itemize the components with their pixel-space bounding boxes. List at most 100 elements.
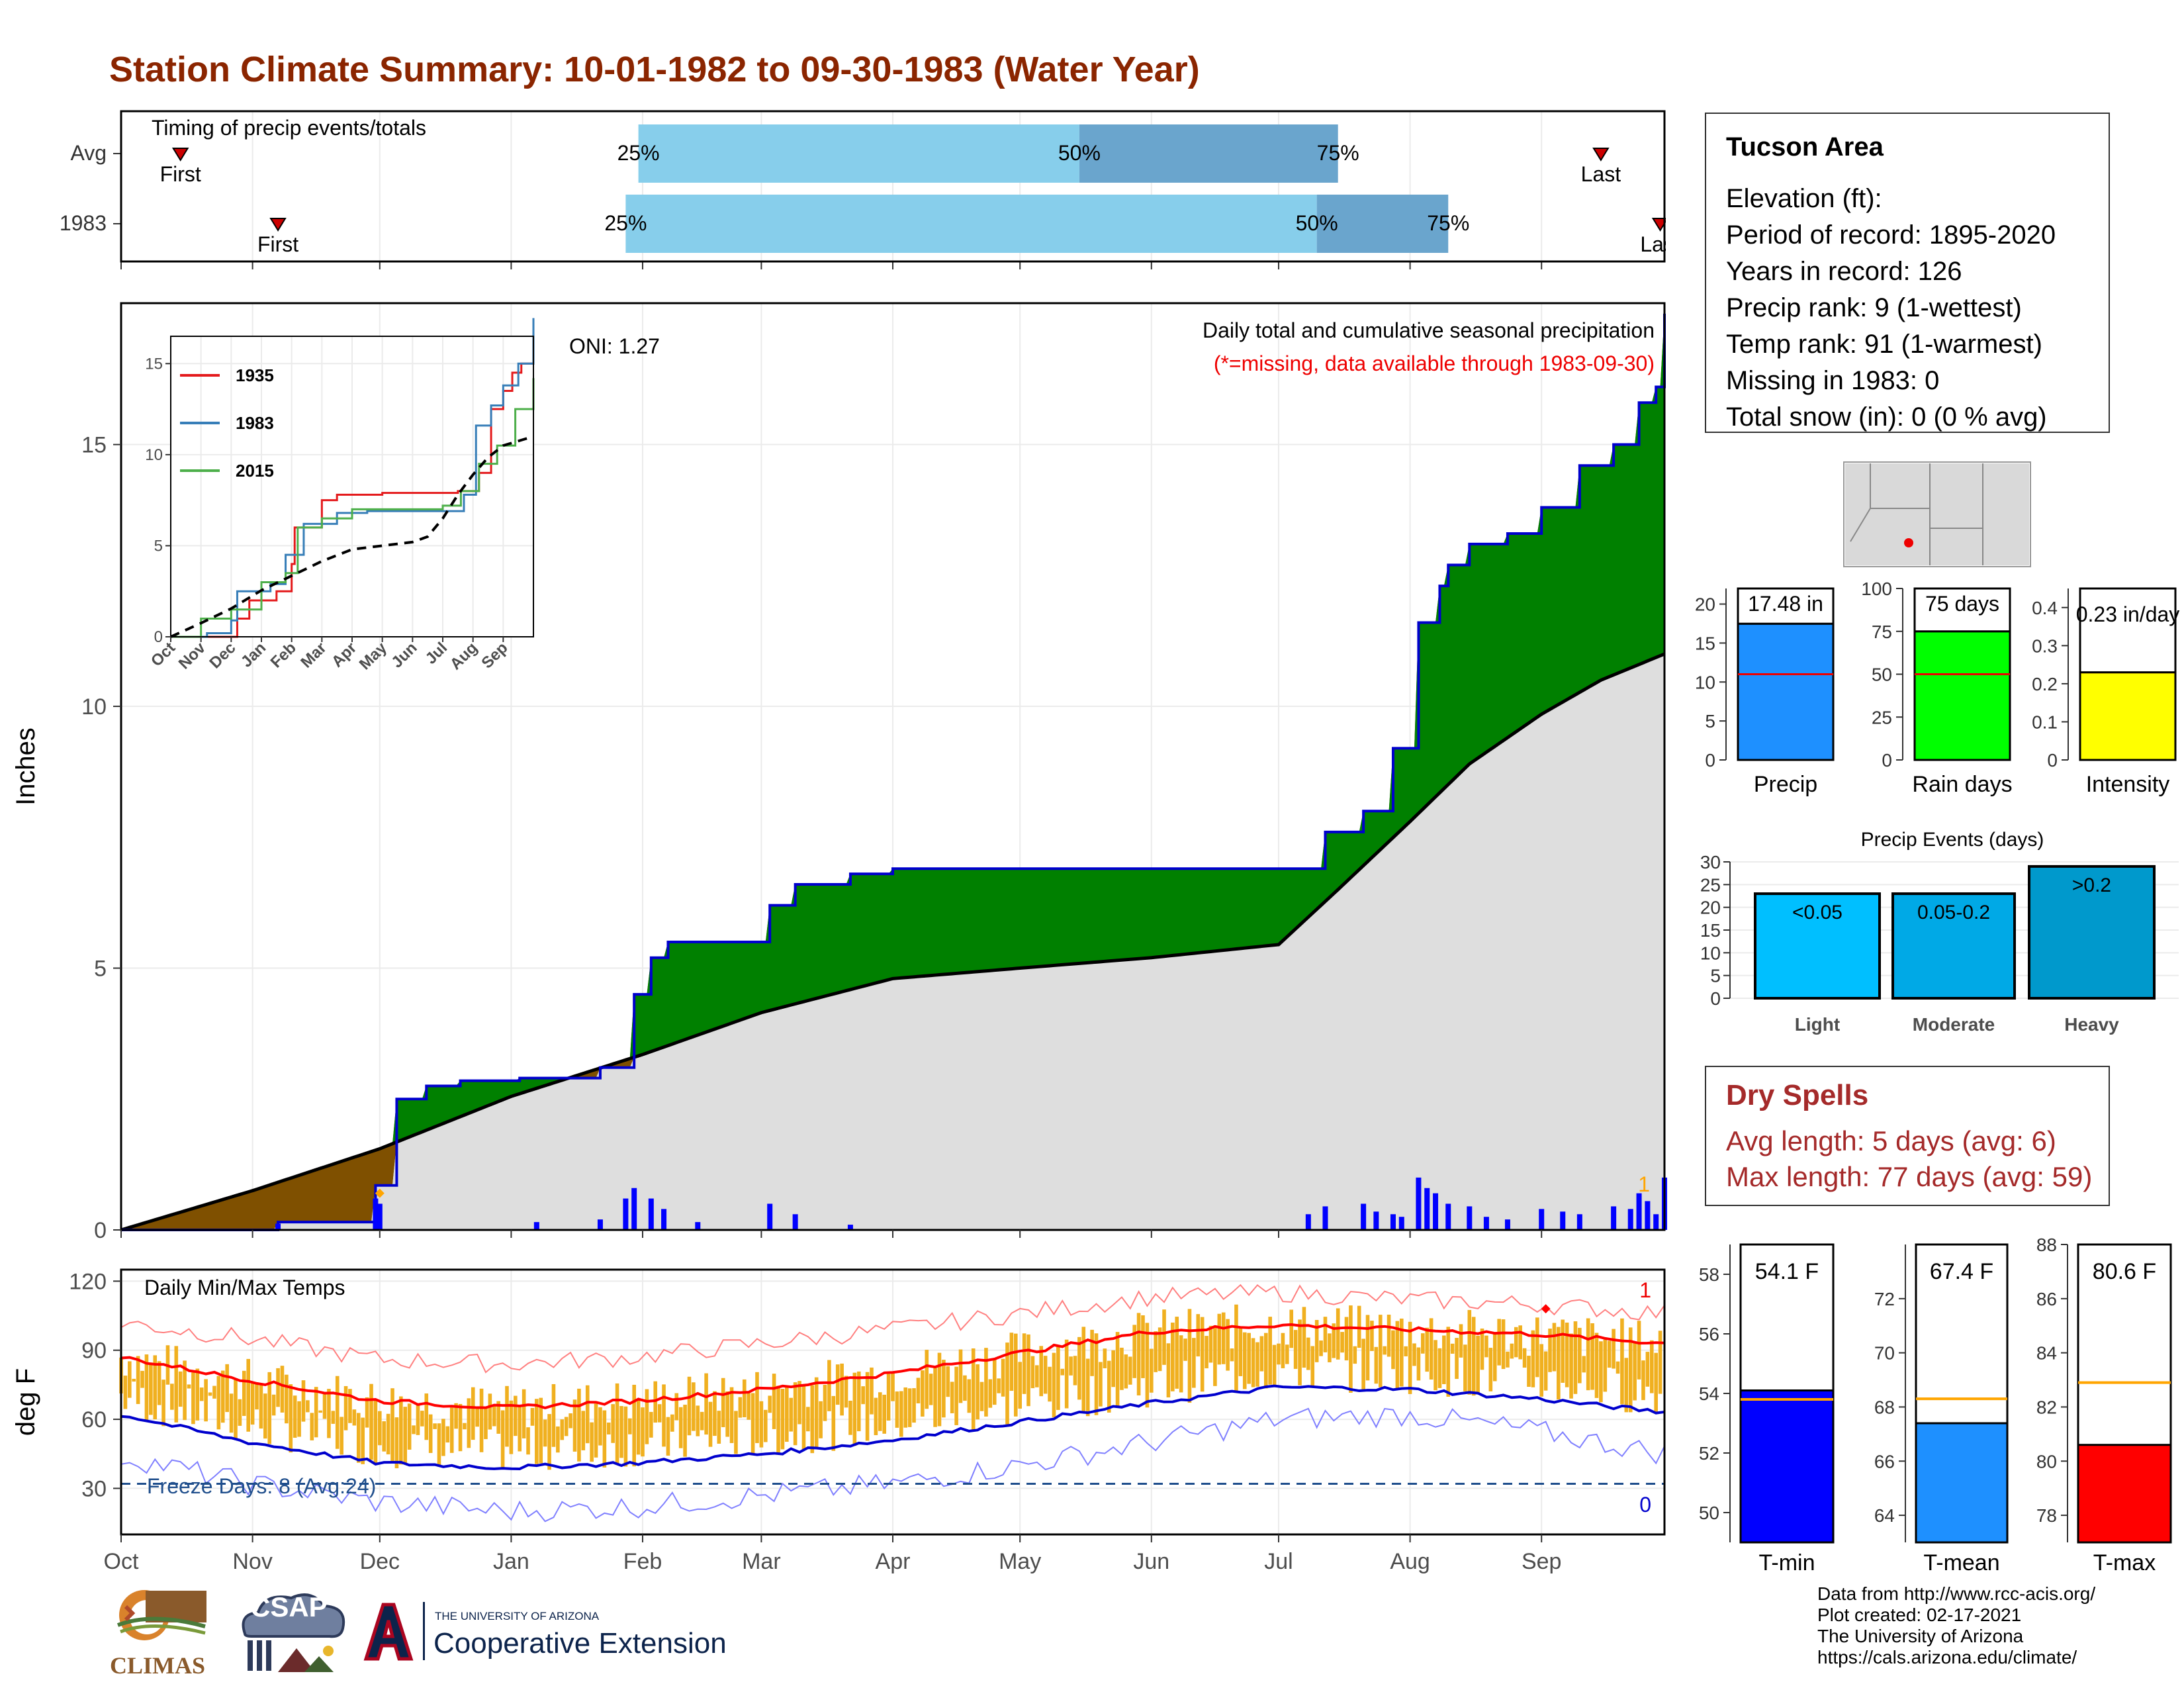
daily-temp-bar (424, 1393, 429, 1440)
daily-temp-bar (1281, 1333, 1285, 1368)
daily-temp-bar (1310, 1346, 1315, 1387)
daily-temp-bar (1455, 1338, 1459, 1380)
daily-temp-bar (1446, 1327, 1451, 1397)
daily-temp-bar (979, 1382, 984, 1411)
daily-temp-bar (1124, 1354, 1128, 1389)
daily-temp-bar (1463, 1344, 1467, 1391)
summary-bar-name: Precip (1754, 772, 1817, 797)
credit-data-source: Data from http://www.rcc-acis.org/ (1817, 1583, 2096, 1604)
month-label: Mar (742, 1549, 781, 1574)
timing-last-marker (1592, 148, 1610, 162)
temp-bar-ytick-label: 56 (1699, 1324, 1719, 1344)
temp-bar-t-min (1739, 1389, 1835, 1544)
daily-temp-bar (717, 1411, 721, 1444)
daily-temp-bar (1433, 1340, 1437, 1391)
daily-temp-bar (632, 1384, 636, 1467)
daily-temp-bar (1569, 1333, 1573, 1399)
daily-precip-bar (767, 1203, 773, 1230)
daily-temp-bar (187, 1384, 191, 1389)
daily-temp-bar (500, 1410, 505, 1469)
daily-temp-bar (1645, 1352, 1650, 1387)
daily-temp-bar (449, 1407, 454, 1453)
temp-bar-ytick-label: 78 (2036, 1505, 2057, 1526)
month-label: Apr (876, 1549, 911, 1574)
coop-extension-text: Cooperative Extension (433, 1627, 727, 1660)
temp-bar-name: T-max (2093, 1550, 2156, 1575)
daily-temp-bar (946, 1366, 950, 1397)
temp-bar-ytick-label: 64 (1874, 1505, 1895, 1526)
daily-temp-bar (530, 1407, 535, 1426)
daily-temp-bar (1293, 1330, 1298, 1369)
event-bar-moderate (1891, 892, 2016, 1000)
summary-ytick-label: 0.4 (2032, 598, 2058, 618)
daily-temp-bar (657, 1404, 662, 1423)
daily-temp-bar (1247, 1333, 1251, 1384)
daily-temp-bar (1612, 1329, 1615, 1369)
daily-temp-bar (1298, 1319, 1302, 1385)
daily-temp-bar (793, 1382, 797, 1446)
daily-temp-bar (1052, 1352, 1056, 1418)
daily-temp-bar (1442, 1335, 1446, 1384)
daily-temp-bar (861, 1386, 865, 1405)
daily-temp-bar (755, 1372, 759, 1444)
daily-temp-bar (551, 1383, 556, 1447)
daily-temp-bar (1277, 1343, 1281, 1365)
daily-temp-bar (1599, 1341, 1603, 1403)
normal-max-line (120, 1323, 1665, 1409)
daily-temp-bar (1607, 1340, 1612, 1368)
daily-temp-bar (874, 1397, 878, 1436)
info-years: Years in record: 126 (1726, 257, 1962, 286)
daily-temp-bar (1658, 1331, 1662, 1394)
daily-temp-bar (1548, 1329, 1552, 1372)
daily-temp-bar (1395, 1321, 1400, 1389)
daily-temp-bar (1450, 1343, 1455, 1354)
daily-temp-bar (220, 1370, 225, 1423)
dry-spells-max: Max length: 77 days (avg: 59) (1726, 1161, 2093, 1192)
daily-precip-bar (631, 1188, 637, 1230)
daily-temp-bar (971, 1348, 976, 1430)
daily-precip-bar (1322, 1206, 1328, 1230)
event-bar-value: <0.05 (1792, 902, 1843, 923)
freeze-days-label: Freeze Days: 8 (Avg:24) (147, 1474, 376, 1498)
timing-first-label: First (257, 232, 298, 256)
daily-temp-bar (1026, 1334, 1030, 1407)
dry-spells-box: Dry Spells Avg length: 5 days (avg: 6) M… (1705, 1066, 2110, 1206)
daily-temp-bar (590, 1422, 594, 1462)
station-name: Tucson Area (1726, 132, 1884, 162)
daily-temp-bar (195, 1368, 200, 1421)
events-ytick-label: 30 (1700, 852, 1721, 872)
daily-temp-bar (331, 1411, 336, 1424)
temp-bar-ytick-label: 80 (2036, 1451, 2057, 1472)
events-ytick-label: 5 (1710, 966, 1721, 986)
temp-ylabel: deg F (11, 1368, 40, 1436)
daily-temp-bar (772, 1374, 776, 1429)
daily-temp-bar (267, 1372, 272, 1444)
timing-first-label: First (160, 162, 201, 186)
daily-temp-bar (509, 1400, 514, 1454)
daily-temp-bar (1370, 1321, 1374, 1351)
credit-url: https://cals.arizona.edu/climate/ (1817, 1647, 2077, 1667)
inset-legend-label: 1935 (236, 365, 274, 385)
daily-temp-bar (276, 1368, 280, 1407)
temp-bar-ytick-label: 72 (1874, 1289, 1895, 1309)
info-elevation: Elevation (ft): (1726, 184, 1882, 213)
daily-temp-bar (454, 1403, 458, 1429)
daily-temp-bar (623, 1406, 628, 1467)
summary-ytick-label: 100 (1861, 579, 1892, 599)
temp-bar-value: 67.4 F (1930, 1259, 1993, 1284)
daily-temp-bar (1637, 1321, 1641, 1380)
daily-temp-bar (1073, 1356, 1077, 1385)
daily-precip-bar (1424, 1188, 1430, 1230)
daily-temp-bar (1056, 1345, 1060, 1410)
daily-temp-bar (819, 1401, 823, 1438)
daily-temp-bar (1649, 1340, 1654, 1393)
summary-ytick-label: 50 (1872, 665, 1892, 685)
summary-value-label: 17.48 in (1748, 592, 1823, 616)
daily-temp-bar (293, 1395, 297, 1438)
daily-temp-bar (463, 1423, 467, 1430)
daily-temp-bar (322, 1394, 327, 1419)
daily-temp-bar (645, 1389, 649, 1444)
daily-temp-bar (416, 1405, 420, 1435)
daily-temp-bar (310, 1413, 314, 1440)
daily-temp-bar (1132, 1325, 1136, 1378)
